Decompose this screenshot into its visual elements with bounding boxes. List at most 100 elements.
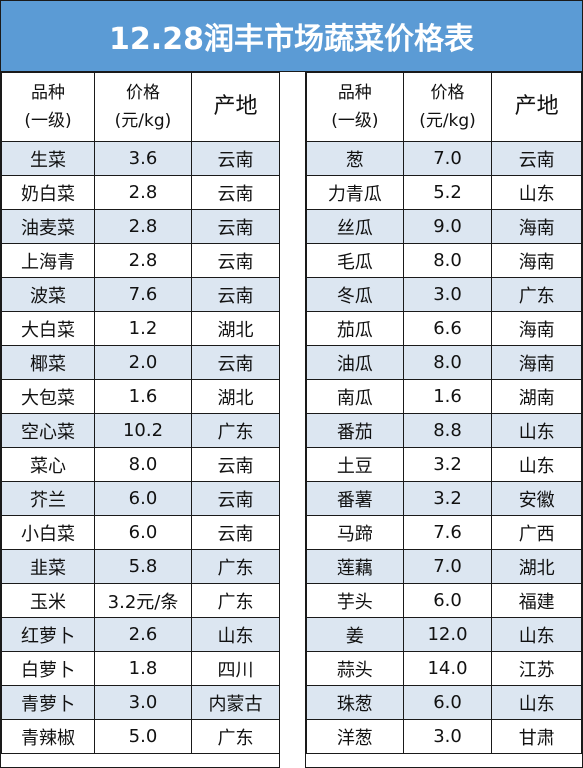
- table-row: 大白菜 1.2 湖北: [1, 311, 280, 346]
- vegetable-name-cell: 蒜头: [306, 651, 404, 686]
- vegetable-name-cell: 韭菜: [1, 549, 95, 584]
- origin-cell: 山东: [491, 617, 582, 652]
- table-row: 冬瓜 3.0 广东: [306, 277, 582, 312]
- vegetable-name-cell: 姜: [306, 617, 404, 652]
- table-row: 番薯 3.2 安徽: [306, 481, 582, 516]
- table-row: 玉米 3.2元/条 广东: [1, 583, 280, 618]
- origin-cell: 海南: [491, 311, 582, 346]
- table-row: 土豆 3.2 山东: [306, 447, 582, 482]
- table-row: 茄瓜 6.6 海南: [306, 311, 582, 346]
- name-column-header: 品种 (一级): [306, 72, 404, 142]
- vegetable-name-cell: 奶白菜: [1, 175, 95, 210]
- origin-cell: 甘肃: [491, 719, 582, 754]
- price-cell: 2.8: [94, 243, 192, 278]
- origin-cell: 云南: [191, 447, 280, 482]
- vegetable-name-cell: 白萝卜: [1, 651, 95, 686]
- table-row: 蒜头 14.0 江苏: [306, 651, 582, 686]
- price-cell: 5.0: [94, 719, 192, 754]
- price-cell: 3.2: [402, 481, 493, 516]
- origin-cell: 云南: [191, 209, 280, 244]
- table-row: 油瓜 8.0 海南: [306, 345, 582, 380]
- price-cell: 1.8: [94, 651, 192, 686]
- price-cell: 9.0: [402, 209, 493, 244]
- price-column-header: 价格 (元/kg): [402, 72, 493, 142]
- origin-cell: 云南: [191, 277, 280, 312]
- vegetable-name-cell: 芋头: [306, 583, 404, 618]
- table-row: 奶白菜 2.8 云南: [1, 175, 280, 210]
- price-cell: 3.0: [402, 277, 493, 312]
- price-cell: 6.0: [94, 481, 192, 516]
- origin-cell: 海南: [491, 345, 582, 380]
- vegetable-name-cell: 珠葱: [306, 685, 404, 720]
- price-header-unit: (元/kg): [419, 111, 476, 131]
- origin-cell: 云南: [191, 175, 280, 210]
- name-header-label: 品种: [337, 83, 372, 103]
- table-row: 青辣椒 5.0 广东: [1, 719, 280, 754]
- table-row: 芥兰 6.0 云南: [1, 481, 280, 516]
- vegetable-name-cell: 丝瓜: [306, 209, 404, 244]
- table-row: 韭菜 5.8 广东: [1, 549, 280, 584]
- origin-cell: 山东: [491, 175, 582, 210]
- table-row: 葱 7.0 云南: [306, 141, 582, 176]
- vegetable-name-cell: 芥兰: [1, 481, 95, 516]
- page-title: 12.28润丰市场蔬菜价格表: [1, 1, 582, 72]
- price-cell: 1.2: [94, 311, 192, 346]
- table-row: 芋头 6.0 福建: [306, 583, 582, 618]
- price-cell: 10.2: [94, 413, 192, 448]
- right-table-body: 葱 7.0 云南 力青瓜 5.2 山东 丝瓜 9.0 海南 毛瓜 8.0 海南 冬瓜 3.0 广东 茄瓜 6.6…: [306, 141, 582, 754]
- origin-cell: 广东: [191, 549, 280, 584]
- table-row: 波菜 7.6 云南: [1, 277, 280, 312]
- price-cell: 8.0: [94, 447, 192, 482]
- vegetable-name-cell: 油瓜: [306, 345, 404, 380]
- table-row: 毛瓜 8.0 海南: [306, 243, 582, 278]
- left-table-body: 生菜 3.6 云南 奶白菜 2.8 云南 油麦菜 2.8 云南 上海青 2.8 云南 波菜 7.6 云南 大白…: [1, 141, 280, 754]
- origin-cell: 山东: [491, 413, 582, 448]
- table-row: 青萝卜 3.0 内蒙古: [1, 685, 280, 720]
- vegetable-name-cell: 葱: [306, 141, 404, 176]
- price-cell: 6.6: [402, 311, 493, 346]
- origin-cell: 云南: [191, 345, 280, 380]
- price-cell: 3.0: [402, 719, 493, 754]
- table-row: 姜 12.0 山东: [306, 617, 582, 652]
- origin-cell: 湖北: [191, 379, 280, 414]
- origin-column-header: 产地: [191, 72, 280, 142]
- price-cell: 1.6: [402, 379, 493, 414]
- vegetable-name-cell: 洋葱: [306, 719, 404, 754]
- origin-cell: 广西: [491, 515, 582, 550]
- vegetable-name-cell: 番薯: [306, 481, 404, 516]
- vegetable-name-cell: 小白菜: [1, 515, 95, 550]
- table-header-row: 品种 (一级) 价格 (元/kg) 产地: [1, 72, 280, 142]
- vegetable-name-cell: 青辣椒: [1, 719, 95, 754]
- origin-cell: 广东: [191, 719, 280, 754]
- origin-cell: 湖北: [191, 311, 280, 346]
- price-cell: 3.2: [402, 447, 493, 482]
- table-row: 小白菜 6.0 云南: [1, 515, 280, 550]
- vegetable-name-cell: 南瓜: [306, 379, 404, 414]
- table-row: 椰菜 2.0 云南: [1, 345, 280, 380]
- price-cell: 12.0: [402, 617, 493, 652]
- vegetable-name-cell: 生菜: [1, 141, 95, 176]
- vegetable-name-cell: 上海青: [1, 243, 95, 278]
- table-row: 白萝卜 1.8 四川: [1, 651, 280, 686]
- vegetable-name-cell: 力青瓜: [306, 175, 404, 210]
- table-row: 油麦菜 2.8 云南: [1, 209, 280, 244]
- origin-cell: 云南: [191, 515, 280, 550]
- vegetable-name-cell: 菜心: [1, 447, 95, 482]
- price-cell: 6.0: [402, 685, 493, 720]
- vegetable-name-cell: 茄瓜: [306, 311, 404, 346]
- price-cell: 5.2: [402, 175, 493, 210]
- price-cell: 1.6: [94, 379, 192, 414]
- table-row: 莲藕 7.0 湖北: [306, 549, 582, 584]
- price-cell: 3.2元/条: [94, 583, 192, 618]
- name-column-header: 品种 (一级): [1, 72, 95, 142]
- name-header-grade: (一级): [24, 111, 72, 131]
- origin-cell: 山东: [491, 685, 582, 720]
- table-row: 生菜 3.6 云南: [1, 141, 280, 176]
- name-header-label: 品种: [31, 83, 65, 103]
- price-cell: 7.0: [402, 549, 493, 584]
- origin-cell: 海南: [491, 209, 582, 244]
- vegetable-name-cell: 油麦菜: [1, 209, 95, 244]
- table-row: 菜心 8.0 云南: [1, 447, 280, 482]
- table-row: 红萝卜 2.6 山东: [1, 617, 280, 652]
